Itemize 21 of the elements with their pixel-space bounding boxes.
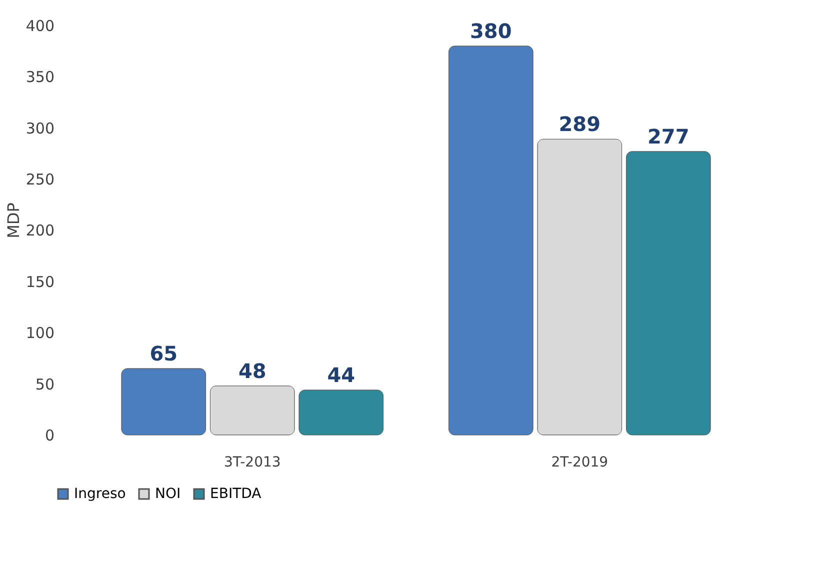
y-tick-label: 350 — [26, 68, 54, 86]
data-label: 277 — [648, 124, 690, 148]
y-tick-label: 300 — [26, 119, 54, 138]
legend-label: EBITDA — [210, 486, 262, 502]
y-axis-title: MDP — [4, 202, 23, 238]
x-tick-label: 2T-2019 — [551, 454, 608, 470]
y-tick-label: 0 — [44, 426, 54, 444]
data-label: 380 — [470, 18, 512, 43]
legend-label: Ingreso — [74, 486, 126, 502]
data-label: 289 — [558, 112, 601, 136]
y-tick-label: 150 — [26, 272, 54, 291]
data-label: 44 — [327, 362, 356, 387]
y-tick-label: 400 — [26, 16, 54, 35]
y-tick-label: 100 — [26, 324, 54, 342]
y-tick-label: 50 — [35, 375, 54, 394]
y-tick-label: 200 — [26, 222, 54, 240]
data-label: 48 — [238, 358, 266, 383]
y-tick-label: 250 — [26, 170, 54, 189]
x-tick-label: 3T-2013 — [224, 454, 281, 470]
data-label: 65 — [150, 341, 178, 366]
legend-label: NOI — [155, 486, 181, 502]
